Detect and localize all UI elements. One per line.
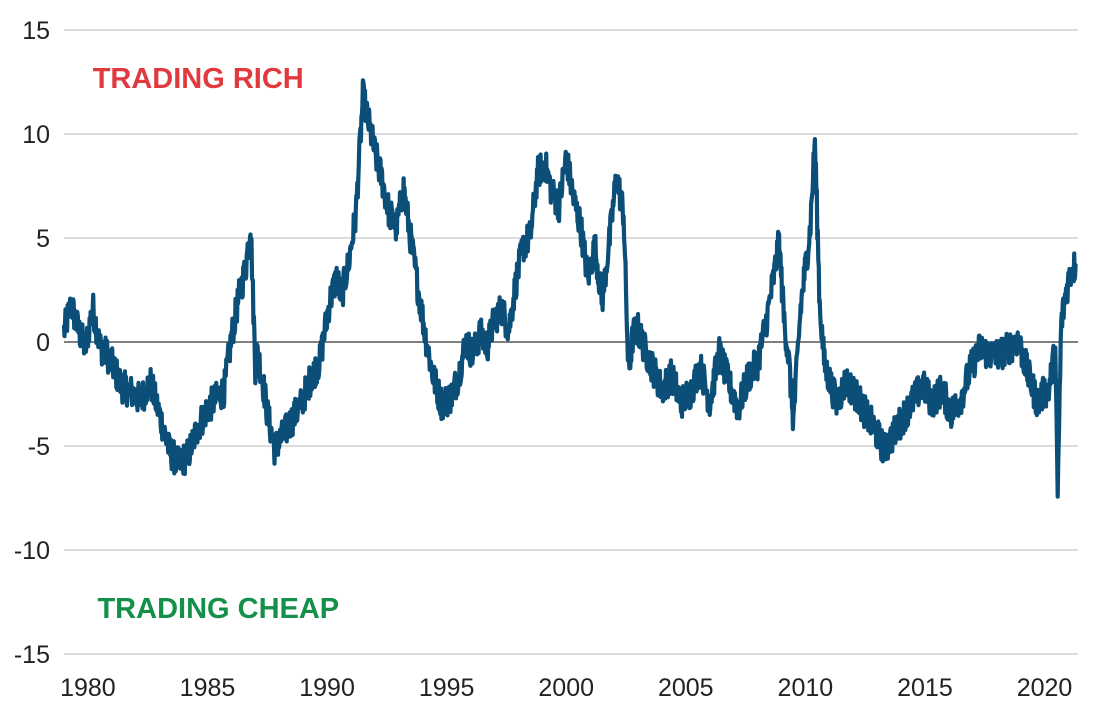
x-tick-label: 2015 <box>897 674 953 702</box>
y-tick-label: 15 <box>22 17 50 45</box>
x-axis-tick-labels: 1980 1985 1990 1995 2000 2005 2010 2015 2020 <box>60 674 1072 702</box>
series-line <box>61 78 1078 499</box>
x-tick-label: 2010 <box>778 674 834 702</box>
x-tick-label: 1995 <box>419 674 475 702</box>
y-tick-label: -15 <box>14 641 50 669</box>
y-tick-label: 10 <box>22 121 50 149</box>
x-tick-label: 1990 <box>299 674 355 702</box>
grid-lines <box>64 29 1078 655</box>
annotation-label: TRADING RICH <box>93 63 304 95</box>
series-layer <box>61 78 1078 499</box>
y-tick-label: -10 <box>14 537 50 565</box>
annotations: TRADING RICH TRADING CHEAP <box>93 63 339 625</box>
annotation-label: TRADING CHEAP <box>97 593 339 625</box>
x-tick-label: 2020 <box>1017 674 1073 702</box>
y-axis-tick-labels: 15 10 5 0 -5 -10 -15 <box>14 17 50 669</box>
x-tick-label: 1985 <box>180 674 236 702</box>
y-tick-label: 5 <box>36 225 50 253</box>
x-tick-label: 2000 <box>538 674 594 702</box>
y-tick-label: 0 <box>36 329 50 357</box>
y-tick-label: -5 <box>28 433 50 461</box>
x-tick-label: 2005 <box>658 674 714 702</box>
x-tick-label: 1980 <box>60 674 116 702</box>
